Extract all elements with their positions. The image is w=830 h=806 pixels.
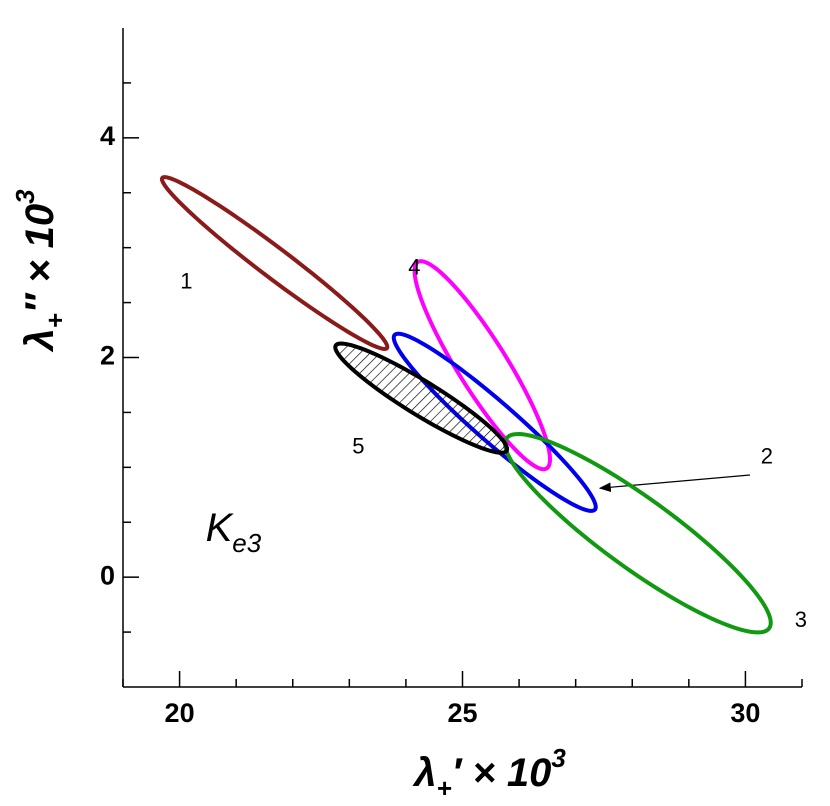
y-tick-label: 2: [100, 341, 115, 371]
y-tick-label: 4: [100, 121, 115, 151]
ellipse: [503, 432, 773, 635]
ellipse-label: 2: [761, 443, 773, 468]
ellipse-label: 4: [408, 254, 420, 279]
y-axis-title: λ+″ × 103: [10, 189, 70, 353]
arrow: [598, 474, 750, 493]
annotation: Ke3: [206, 506, 262, 558]
label-part: 10: [507, 751, 552, 795]
label-part: ×: [461, 751, 507, 795]
ellipse: [391, 331, 598, 513]
label-part: K: [206, 506, 235, 550]
label-part: e3: [232, 528, 261, 558]
x-tick-label: 20: [165, 698, 195, 728]
label-part: +: [40, 313, 70, 328]
label-part: λ: [412, 751, 436, 795]
label-part: 3: [10, 189, 40, 204]
ellipse: [159, 175, 390, 351]
label-part: 3: [551, 743, 566, 773]
ellipse: [333, 341, 510, 455]
ellipse-label: 3: [795, 607, 807, 632]
label-part: 10: [18, 204, 62, 249]
x-tick-label: 30: [730, 698, 760, 728]
label-part: ′: [452, 751, 464, 795]
label-part: +: [436, 773, 451, 803]
label-part: λ: [18, 328, 62, 352]
ellipse-label: 1: [180, 269, 192, 294]
y-tick-label: 0: [100, 560, 115, 590]
x-axis-title: λ+′ × 103: [412, 743, 566, 803]
label-part: ″: [18, 292, 62, 313]
x-tick-label: 25: [447, 698, 477, 728]
label-part: ×: [18, 248, 62, 294]
ellipse-label: 5: [352, 433, 364, 458]
ellipse: [412, 259, 552, 472]
